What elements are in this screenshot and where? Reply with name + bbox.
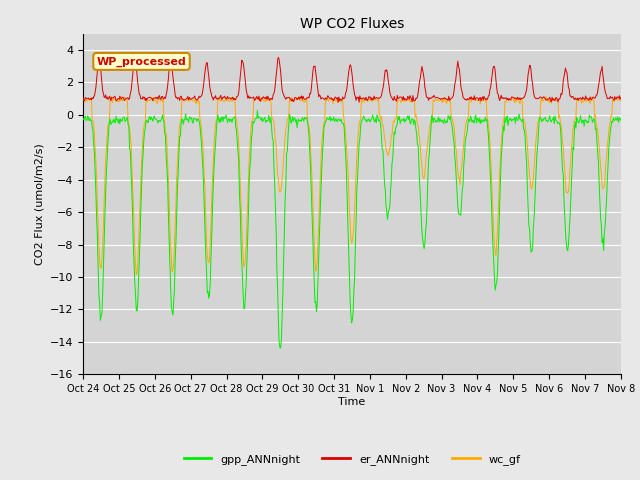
wc_gf	[418, 163, 426, 168]
wc_gf	[434, 96, 442, 102]
wc_gf	[200, 158, 207, 164]
gpp_ANNnight	[617, 118, 625, 123]
wc_gf	[228, 99, 236, 105]
gpp_ANNnight	[199, 164, 207, 170]
wc_gf	[89, 118, 97, 123]
er_ANNnight	[435, 95, 442, 101]
gpp_ANNnight	[79, 116, 87, 121]
Title: WP CO2 Fluxes: WP CO2 Fluxes	[300, 17, 404, 31]
er_ANNnight	[419, 68, 426, 73]
gpp_ANNnight	[227, 117, 235, 122]
er_ANNnight	[79, 95, 87, 101]
gpp_ANNnight	[145, 120, 152, 125]
Legend: gpp_ANNnight, er_ANNnight, wc_gf: gpp_ANNnight, er_ANNnight, wc_gf	[179, 450, 525, 469]
er_ANNnight	[355, 99, 363, 105]
Line: er_ANNnight: er_ANNnight	[83, 57, 621, 102]
gpp_ANNnight	[276, 345, 284, 351]
Text: WP_processed: WP_processed	[97, 56, 186, 67]
Y-axis label: CO2 Flux (umol/m2/s): CO2 Flux (umol/m2/s)	[35, 143, 44, 265]
X-axis label: Time: Time	[339, 397, 365, 407]
wc_gf	[542, 94, 550, 99]
gpp_ANNnight	[253, 108, 261, 113]
wc_gf	[132, 272, 140, 277]
wc_gf	[617, 98, 625, 104]
er_ANNnight	[617, 95, 625, 100]
er_ANNnight	[275, 54, 282, 60]
gpp_ANNnight	[435, 114, 442, 120]
Line: wc_gf: wc_gf	[83, 96, 621, 275]
gpp_ANNnight	[89, 128, 97, 134]
gpp_ANNnight	[419, 236, 426, 242]
wc_gf	[145, 97, 153, 103]
er_ANNnight	[199, 87, 207, 93]
Line: gpp_ANNnight: gpp_ANNnight	[83, 110, 621, 348]
er_ANNnight	[145, 95, 152, 101]
wc_gf	[79, 96, 87, 102]
er_ANNnight	[89, 96, 97, 102]
er_ANNnight	[227, 96, 235, 102]
